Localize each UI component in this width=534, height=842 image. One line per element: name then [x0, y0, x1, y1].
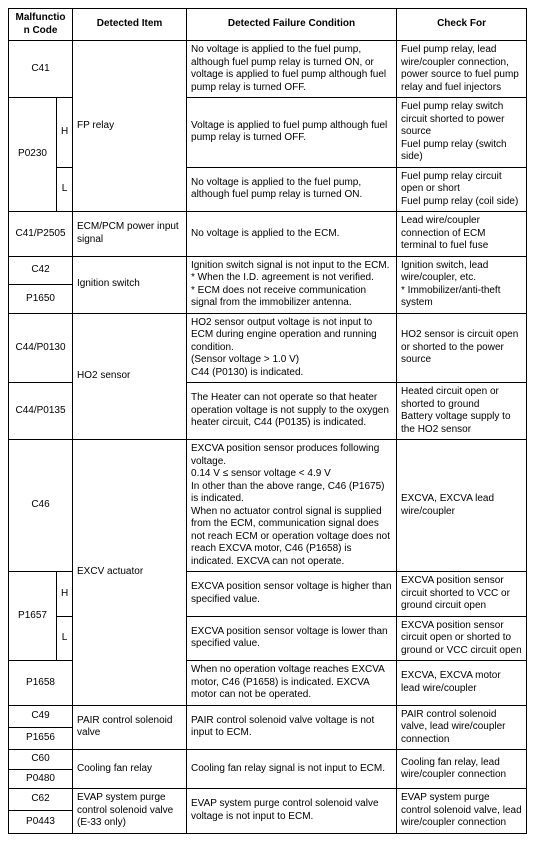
cell-sub: H — [57, 98, 73, 168]
col-header-code: Malfunction Code — [9, 9, 73, 41]
cell-cond: Cooling fan relay signal is not input to… — [187, 750, 397, 789]
cell-item: ECM/PCM power input signal — [73, 212, 187, 257]
cell-cond: When no operation voltage reaches EXCVA … — [187, 661, 397, 706]
cell-cond: Ignition switch signal is not input to t… — [187, 256, 397, 313]
cell-check: EVAP system purge control solenoid valve… — [397, 789, 527, 834]
cell-cond: EXCVA position sensor produces following… — [187, 440, 397, 572]
table-row: C42 Ignition switch Ignition switch sign… — [9, 256, 527, 285]
col-header-item: Detected Item — [73, 9, 187, 41]
table-row: C49 PAIR control solenoid valve PAIR con… — [9, 705, 527, 727]
cell-check: EXCVA position sensor circuit open or sh… — [397, 616, 527, 661]
cell-sub: H — [57, 572, 73, 617]
table-row: C46 EXCV actuator EXCVA position sensor … — [9, 440, 527, 572]
cell-code: P1657 — [9, 572, 57, 661]
cell-code: C46 — [9, 440, 73, 572]
malfunction-code-table: Malfunction Code Detected Item Detected … — [8, 8, 527, 834]
cell-code: P1658 — [9, 661, 73, 706]
cell-check: EXCVA, EXCVA motor lead wire/coupler — [397, 661, 527, 706]
cell-item: Cooling fan relay — [73, 750, 187, 789]
table-header-row: Malfunction Code Detected Item Detected … — [9, 9, 527, 41]
table-row: C44/P0130 HO2 sensor HO2 sensor output v… — [9, 313, 527, 383]
cell-code: C62 — [9, 789, 73, 811]
cell-check: Heated circuit open or shorted to ground… — [397, 383, 527, 440]
col-header-check: Check For — [397, 9, 527, 41]
cell-code: C44/P0135 — [9, 383, 73, 440]
cell-check: Fuel pump relay, lead wire/coupler conne… — [397, 41, 527, 98]
cell-code: P1656 — [9, 727, 73, 749]
cell-code: P0480 — [9, 769, 73, 789]
cell-item: Ignition switch — [73, 256, 187, 313]
cell-code: C41/P2505 — [9, 212, 73, 257]
cell-cond: HO2 sensor output voltage is not input t… — [187, 313, 397, 383]
cell-cond: No voltage is applied to the fuel pump, … — [187, 41, 397, 98]
table-row: C41 FP relay No voltage is applied to th… — [9, 41, 527, 98]
table-row: C41/P2505 ECM/PCM power input signal No … — [9, 212, 527, 257]
cell-code: C42 — [9, 256, 73, 285]
cell-code: P0230 — [9, 98, 57, 212]
cell-code: C41 — [9, 41, 73, 98]
cell-item: FP relay — [73, 41, 187, 212]
cell-check: Fuel pump relay switch circuit shorted t… — [397, 98, 527, 168]
cell-code: P0443 — [9, 811, 73, 833]
cell-cond: EVAP system purge control solenoid valve… — [187, 789, 397, 834]
cell-code: C49 — [9, 705, 73, 727]
cell-code: C60 — [9, 750, 73, 770]
cell-cond: The Heater can not operate so that heate… — [187, 383, 397, 440]
cell-item: HO2 sensor — [73, 313, 187, 440]
cell-sub: L — [57, 616, 73, 661]
col-header-cond: Detected Failure Condition — [187, 9, 397, 41]
cell-cond: EXCVA position sensor voltage is higher … — [187, 572, 397, 617]
cell-check: Cooling fan relay, lead wire/coupler con… — [397, 750, 527, 789]
cell-check: Ignition switch, lead wire/coupler, etc.… — [397, 256, 527, 313]
cell-code: C44/P0130 — [9, 313, 73, 383]
cell-item: PAIR control solenoid valve — [73, 705, 187, 750]
table-row: C62 EVAP system purge control solenoid v… — [9, 789, 527, 811]
cell-check: Fuel pump relay circuit open or shortFue… — [397, 167, 527, 212]
cell-check: Lead wire/coupler connection of ECM term… — [397, 212, 527, 257]
cell-item: EXCV actuator — [73, 440, 187, 706]
cell-cond: Voltage is applied to fuel pump although… — [187, 98, 397, 168]
cell-check: PAIR control solenoid valve, lead wire/c… — [397, 705, 527, 750]
cell-check: EXCVA, EXCVA lead wire/coupler — [397, 440, 527, 572]
cell-cond: No voltage is applied to the ECM. — [187, 212, 397, 257]
cell-check: HO2 sensor is circuit open or shorted to… — [397, 313, 527, 383]
cell-cond: PAIR control solenoid valve voltage is n… — [187, 705, 397, 750]
cell-cond: No voltage is applied to the fuel pump, … — [187, 167, 397, 212]
cell-code: P1650 — [9, 285, 73, 314]
table-row: C60 Cooling fan relay Cooling fan relay … — [9, 750, 527, 770]
cell-cond: EXCVA position sensor voltage is lower t… — [187, 616, 397, 661]
cell-item: EVAP system purge control solenoid valve… — [73, 789, 187, 834]
cell-sub: L — [57, 167, 73, 212]
cell-check: EXCVA position sensor circuit shorted to… — [397, 572, 527, 617]
